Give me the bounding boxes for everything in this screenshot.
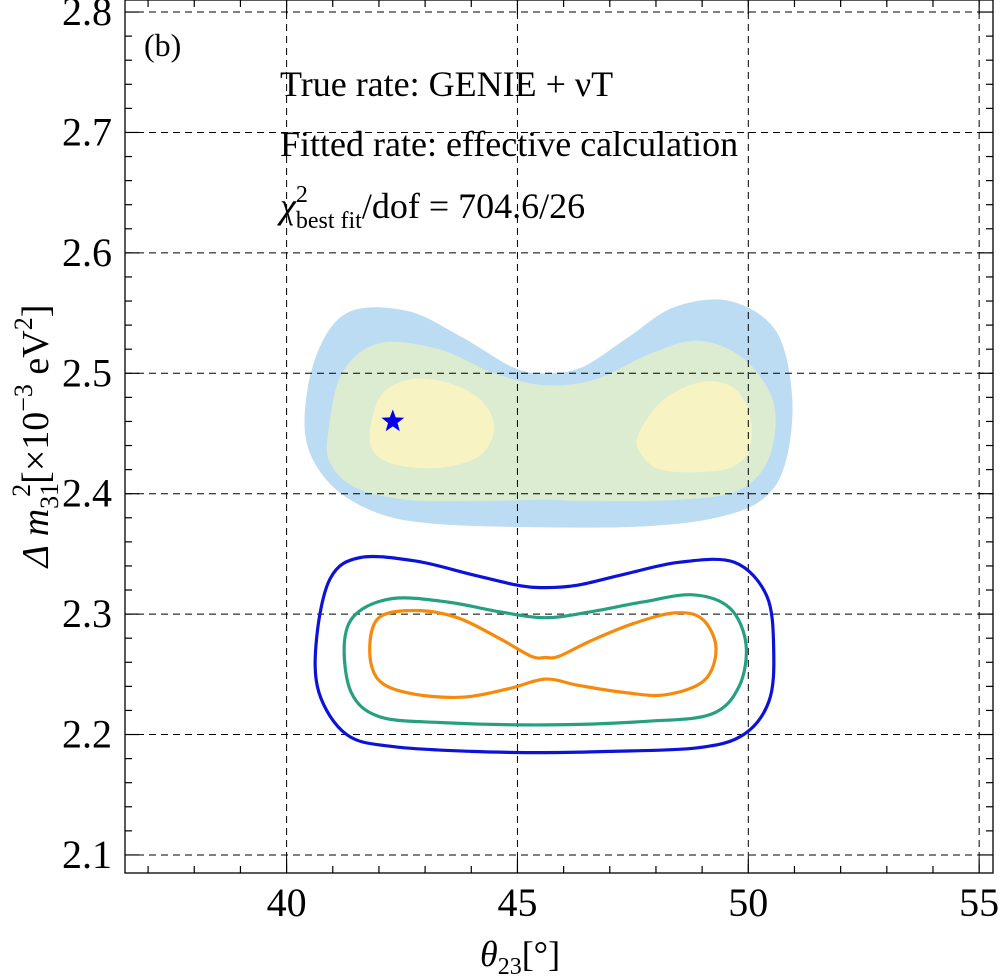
y-tick-label-2.4: 2.4 bbox=[62, 471, 112, 516]
y-tick-label-2.5: 2.5 bbox=[62, 350, 112, 395]
svg-text:Δ m312[×10−3 eV2]: Δ m312[×10−3 eV2] bbox=[7, 305, 64, 570]
chi2-subscript: best fit bbox=[296, 208, 362, 234]
annotation-true-rate: True rate: GENIE + νT bbox=[280, 64, 613, 104]
contour-outer bbox=[313, 554, 776, 755]
panel-label: (b) bbox=[144, 27, 181, 63]
annotation-fitted-rate: Fitted rate: effective calculation bbox=[280, 124, 738, 164]
y-label-tail: eV bbox=[15, 330, 57, 384]
x-tick-label-55: 55 bbox=[959, 880, 999, 925]
y-label-tail-sup: 2 bbox=[9, 317, 38, 330]
y-tick-label-2.7: 2.7 bbox=[62, 109, 112, 154]
plot-frame bbox=[124, 0, 994, 874]
x-tick-label-45: 45 bbox=[497, 880, 537, 925]
y-tick-label-2.3: 2.3 bbox=[62, 591, 112, 636]
chi2-symbol: χ bbox=[277, 186, 297, 226]
contour-lines bbox=[313, 554, 776, 755]
tick-labels: 40 45 50 55 2.1 2.2 2.3 2.4 2.5 2.6 2.7 2.8 bbox=[62, 0, 999, 925]
y-label-unit: [×10 bbox=[15, 412, 57, 484]
chi2-value: /dof = 704.6/26 bbox=[362, 186, 585, 226]
x-label-sub: 23 bbox=[498, 954, 522, 980]
gridlines bbox=[125, 0, 993, 873]
region-1sigma-left bbox=[369, 378, 495, 469]
best-fit-star bbox=[381, 409, 405, 432]
x-tick-label-50: 50 bbox=[728, 880, 768, 925]
y-label-sup: 2 bbox=[7, 484, 36, 497]
x-label-main: θ bbox=[480, 934, 498, 974]
contour-middle bbox=[342, 593, 748, 727]
x-tick-label-40: 40 bbox=[267, 880, 307, 925]
chi2-superscript: 2 bbox=[296, 182, 308, 208]
y-tick-label-2.1: 2.1 bbox=[62, 832, 112, 877]
region-1sigma-right bbox=[636, 381, 752, 473]
x-axis-label: θ23[°] bbox=[480, 934, 560, 980]
x-label-unit: [°] bbox=[522, 934, 560, 974]
best-fit-layer bbox=[381, 409, 405, 432]
annotation-chi2: χ2 best fit/dof = 704.6/26 bbox=[277, 182, 585, 234]
y-label-exp: −3 bbox=[9, 384, 38, 412]
axis-ticks bbox=[125, 0, 993, 873]
y-tick-label-2.2: 2.2 bbox=[62, 712, 112, 757]
y-label-sub: 31 bbox=[35, 483, 64, 509]
y-tick-label-2.8: 2.8 bbox=[62, 0, 112, 34]
y-label-main: Δ m bbox=[15, 509, 57, 570]
y-label-close: ] bbox=[15, 305, 57, 318]
y-axis-label: Δ m312[×10−3 eV2] bbox=[7, 305, 64, 570]
contour-inner bbox=[368, 608, 718, 699]
filled-confidence-regions bbox=[304, 299, 793, 528]
y-tick-label-2.6: 2.6 bbox=[62, 230, 112, 275]
